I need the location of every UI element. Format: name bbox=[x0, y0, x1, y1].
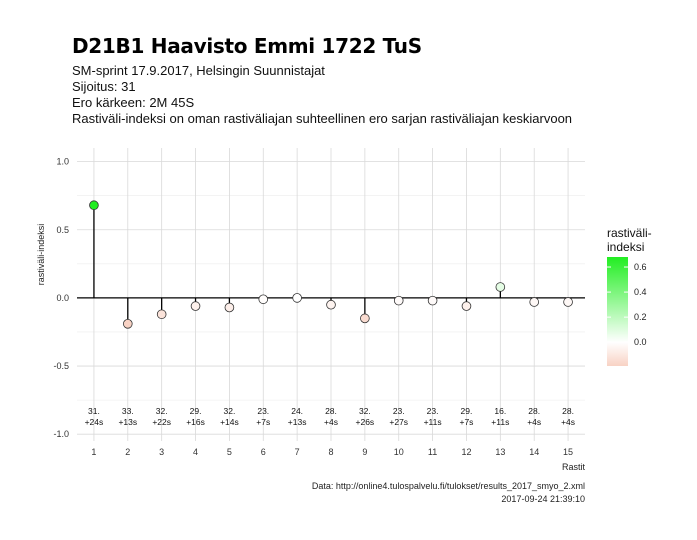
rank-label: 29. bbox=[461, 406, 473, 416]
y-tick-label: 1.0 bbox=[56, 157, 69, 167]
rank-label: 23. bbox=[427, 406, 439, 416]
x-tick-label: 1 bbox=[91, 447, 96, 457]
data-point bbox=[258, 294, 269, 305]
data-source: Data: http://online4.tulospalvelu.fi/tul… bbox=[311, 481, 585, 491]
gap-to-winner-text: Ero kärkeen: 2M 45S bbox=[72, 95, 195, 110]
data-point bbox=[89, 200, 99, 211]
chart-title: D21B1 Haavisto Emmi 1722 TuS bbox=[72, 34, 422, 58]
x-tick-label: 14 bbox=[529, 447, 539, 457]
placement-text: Sijoitus: 31 bbox=[72, 79, 136, 94]
time-label: +14s bbox=[220, 417, 239, 427]
x-tick-label: 15 bbox=[563, 447, 573, 457]
time-label: +11s bbox=[491, 417, 509, 427]
x-tick-label: 13 bbox=[495, 447, 505, 457]
chart-caption: Data: http://online4.tulospalvelu.fi/tul… bbox=[312, 480, 585, 506]
grid-lines bbox=[77, 148, 585, 441]
rank-label: 32. bbox=[359, 406, 371, 416]
legend-color-bar bbox=[607, 257, 628, 366]
data-point bbox=[529, 297, 539, 307]
split-labels: 31.+24s33.+13s32.+22s29.+16s32.+14s23.+7… bbox=[85, 406, 575, 427]
time-label: +4s bbox=[561, 417, 575, 427]
rank-label: 33. bbox=[122, 406, 134, 416]
x-tick-label: 3 bbox=[159, 447, 164, 457]
x-tick-label: 6 bbox=[261, 447, 266, 457]
time-label: +7s bbox=[256, 417, 270, 427]
data-point bbox=[393, 295, 404, 306]
x-tick-label: 11 bbox=[428, 447, 437, 457]
x-tick-label: 8 bbox=[328, 447, 333, 457]
time-label: +4s bbox=[527, 417, 541, 427]
data-point bbox=[563, 297, 573, 307]
axes: rastiväli-indeksi Rastit -1.0 -0.5 0.0 0.5 1… bbox=[36, 157, 585, 472]
generated-timestamp: 2017-09-24 21:39:10 bbox=[501, 494, 585, 504]
x-axis-label: Rastit bbox=[562, 462, 586, 472]
data-point bbox=[156, 309, 167, 320]
data-point bbox=[224, 302, 235, 313]
time-label: +4s bbox=[324, 417, 338, 427]
legend-tick-label: 0.2 bbox=[634, 312, 647, 322]
time-label: +26s bbox=[356, 417, 375, 427]
x-tick-label: 12 bbox=[461, 447, 471, 457]
time-label: +16s bbox=[186, 417, 205, 427]
legend-tick-label: 0.6 bbox=[634, 262, 647, 272]
rank-label: 16. bbox=[494, 406, 506, 416]
x-tick-label: 10 bbox=[394, 447, 404, 457]
chart-subtitle: SM-sprint 17.9.2017, Helsingin Suunnista… bbox=[72, 63, 325, 78]
y-tick-label: -0.5 bbox=[53, 361, 69, 371]
data-point bbox=[326, 299, 336, 310]
legend-title-line2: indeksi bbox=[607, 240, 644, 254]
y-axis-label: rastiväli-indeksi bbox=[36, 224, 46, 286]
data-point bbox=[190, 301, 201, 311]
x-tick-label: 7 bbox=[295, 447, 300, 457]
time-label: +13s bbox=[288, 417, 307, 427]
time-label: +13s bbox=[118, 417, 137, 427]
legend-tick-label: 0.0 bbox=[634, 337, 647, 347]
data-points bbox=[89, 200, 573, 329]
time-label: +24s bbox=[85, 417, 104, 427]
data-point bbox=[495, 282, 506, 292]
rank-label: 24. bbox=[291, 406, 303, 416]
rank-label: 28. bbox=[325, 406, 337, 416]
time-label: +27s bbox=[389, 417, 408, 427]
legend-tick-label: 0.4 bbox=[634, 287, 647, 297]
legend-title-line1: rastiväli- bbox=[607, 226, 652, 240]
data-point bbox=[123, 318, 133, 329]
data-point bbox=[461, 301, 472, 311]
rank-label: 32. bbox=[156, 406, 168, 416]
rank-label: 23. bbox=[257, 406, 269, 416]
index-description: Rastiväli-indeksi on oman rastiväliajan … bbox=[72, 111, 573, 126]
rank-label: 32. bbox=[223, 406, 235, 416]
rank-label: 29. bbox=[190, 406, 202, 416]
time-label: +7s bbox=[459, 417, 473, 427]
color-legend: rastiväli- indeksi 0.6 0.4 0.2 0.0 bbox=[607, 226, 652, 366]
x-tick-label: 4 bbox=[193, 447, 198, 457]
data-point bbox=[292, 293, 302, 303]
x-tick-label: 9 bbox=[362, 447, 367, 457]
rank-label: 31. bbox=[88, 406, 100, 416]
x-tick-label: 5 bbox=[227, 447, 232, 457]
y-tick-label: 0.0 bbox=[56, 293, 69, 303]
rank-label: 28. bbox=[528, 406, 540, 416]
chart-header: D21B1 Haavisto Emmi 1722 TuS SM-sprint 1… bbox=[72, 34, 572, 127]
time-label: +22s bbox=[152, 417, 171, 427]
rank-label: 23. bbox=[393, 406, 405, 416]
rank-label: 28. bbox=[562, 406, 574, 416]
data-point bbox=[427, 295, 438, 306]
time-label: +11s bbox=[424, 417, 442, 427]
y-tick-label: -1.0 bbox=[53, 429, 69, 439]
data-point bbox=[360, 313, 370, 324]
y-tick-label: 0.5 bbox=[56, 225, 69, 235]
x-tick-label: 2 bbox=[125, 447, 130, 457]
